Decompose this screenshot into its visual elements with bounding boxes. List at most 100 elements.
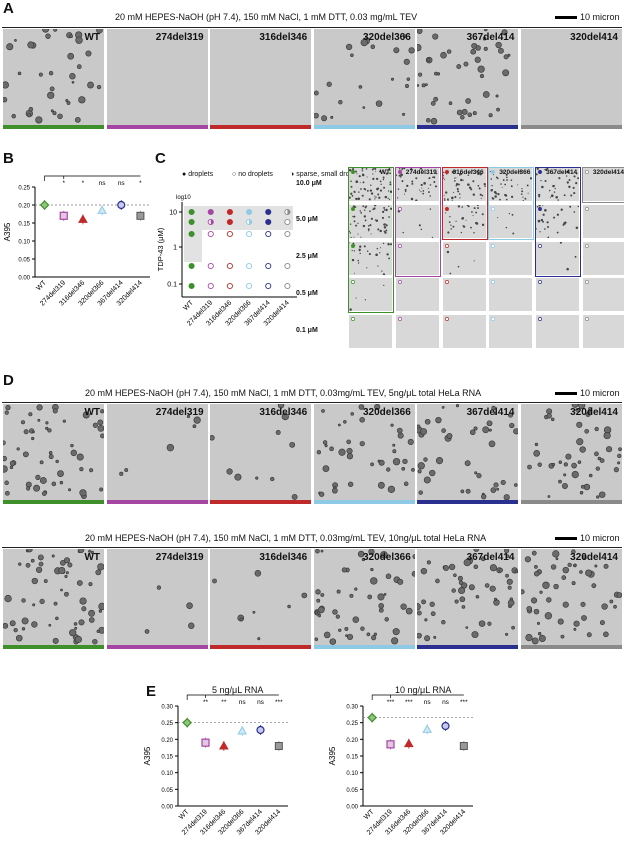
droplet [367, 594, 372, 600]
droplet [377, 481, 385, 489]
droplet [450, 227, 452, 230]
droplet [185, 602, 193, 610]
droplet [378, 603, 384, 609]
droplet [427, 560, 432, 565]
droplet [492, 189, 494, 191]
droplet [504, 183, 507, 186]
droplet [372, 169, 374, 171]
droplet [496, 107, 501, 112]
droplet [616, 592, 622, 598]
droplet [390, 423, 394, 427]
phase-point-320del414 [284, 282, 291, 290]
droplet [379, 229, 382, 233]
droplet [226, 468, 233, 475]
droplet [375, 171, 377, 173]
droplet [455, 182, 458, 186]
droplet [475, 170, 478, 173]
droplet [3, 81, 9, 89]
droplet [383, 186, 386, 189]
droplet [480, 73, 485, 79]
droplet [383, 223, 386, 226]
droplet [21, 617, 29, 625]
droplet [21, 598, 26, 603]
point-367del414 [441, 721, 450, 731]
droplet [398, 168, 401, 170]
droplet [511, 625, 516, 630]
micrograph-label: 367del414 [466, 32, 515, 43]
micrograph-320del414: 320del414 [521, 549, 622, 649]
droplet [613, 604, 617, 609]
droplet [597, 456, 602, 461]
variant-color-stripe [417, 500, 519, 504]
grid-micrograph-320del366: 320del366 [489, 168, 533, 201]
droplet [411, 180, 414, 183]
droplet [539, 590, 543, 594]
droplet [362, 181, 365, 184]
y-tick-label: 0.00 [18, 276, 30, 282]
droplet [69, 34, 73, 38]
point-320del414 [274, 742, 283, 750]
grid-micrograph-316del346 [442, 241, 486, 275]
droplet [360, 188, 362, 190]
grid-micrograph-274del319 [395, 204, 439, 238]
droplet [443, 198, 446, 200]
droplet [542, 581, 550, 589]
droplet [537, 219, 541, 223]
droplet [51, 554, 55, 558]
droplet [475, 56, 482, 63]
droplet [397, 578, 404, 585]
y-tick-label: 0.25 [161, 721, 173, 727]
droplet [408, 47, 415, 54]
droplet [42, 29, 50, 33]
droplet [511, 213, 514, 216]
grid-micrograph-WT [349, 278, 392, 312]
droplet [366, 632, 371, 637]
droplet [496, 176, 499, 179]
grid-micrograph-316del346 [442, 315, 486, 349]
droplet [78, 619, 85, 626]
droplet [459, 596, 466, 603]
droplet [366, 266, 368, 269]
droplet [100, 409, 104, 414]
droplet [384, 617, 389, 622]
droplet [527, 192, 530, 194]
droplet [39, 477, 47, 484]
droplet [573, 563, 577, 568]
droplet [561, 575, 567, 580]
droplet [579, 490, 584, 495]
droplet [360, 211, 363, 214]
droplet [449, 272, 451, 274]
droplet [278, 404, 285, 409]
droplet [542, 220, 545, 223]
droplet [473, 549, 480, 552]
droplet [561, 482, 568, 489]
droplet [48, 623, 52, 627]
droplet [436, 457, 444, 465]
state-marker [397, 206, 402, 211]
droplet [432, 33, 439, 40]
droplet [458, 575, 464, 581]
y-tick-label: 0.1 [167, 282, 177, 289]
droplet [373, 404, 381, 410]
droplet [443, 194, 445, 196]
x-tick-label: WT [178, 808, 191, 821]
grid-micrograph-367del414 [536, 315, 580, 349]
droplet [588, 409, 592, 413]
droplet [458, 197, 461, 199]
droplet [187, 622, 195, 629]
droplet [405, 607, 413, 615]
droplet [534, 442, 539, 447]
grid-micrograph-WT [349, 315, 392, 349]
droplet [421, 187, 423, 189]
droplet [424, 618, 428, 622]
droplet [554, 187, 557, 190]
phase-point-half [287, 209, 291, 215]
droplet [453, 170, 456, 173]
state-marker [491, 280, 496, 285]
droplet [538, 634, 546, 642]
droplet [547, 236, 550, 238]
droplet [49, 86, 55, 92]
droplet [458, 174, 460, 176]
droplet [78, 96, 86, 104]
droplet [385, 208, 388, 211]
